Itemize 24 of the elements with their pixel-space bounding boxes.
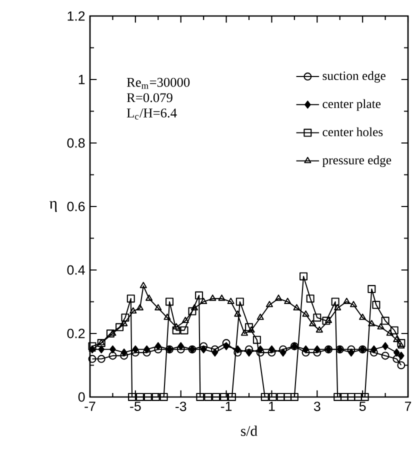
legend-label: center plate [322,99,381,111]
x-tick-label: 3 [314,402,320,412]
x-tick-label: -1 [220,402,232,411]
x-tick-label: 1 [269,402,275,411]
y-tick-label: 0.2 [67,328,85,338]
y-tick-label: 0.6 [67,202,85,212]
annotation: L$_{c}$/H=6.4 [126,108,177,120]
y-axis-title: η [49,201,57,212]
legend-label: suction edge [322,71,386,83]
x-tick-label: -7 [84,402,96,411]
legend-label: center holes [322,127,383,136]
annotation: Re$_{m}$=30000 [126,78,190,89]
annotation: R=0.079 [126,93,172,102]
legend-label: pressure edge [322,156,392,168]
y-tick-label: 1 [78,74,85,84]
x-axis-title: s/d [241,426,258,436]
x-tick-label: -3 [176,402,186,412]
x-tick-label: 7 [404,402,412,411]
x-tick-label: 5 [359,402,366,412]
y-tick-label: 0.4 [67,265,85,275]
y-tick-label: 1.2 [68,11,85,21]
x-tick-label: -5 [130,402,141,412]
y-tick-label: 0 [78,392,85,402]
y-tick-label: 0.8 [67,138,85,148]
